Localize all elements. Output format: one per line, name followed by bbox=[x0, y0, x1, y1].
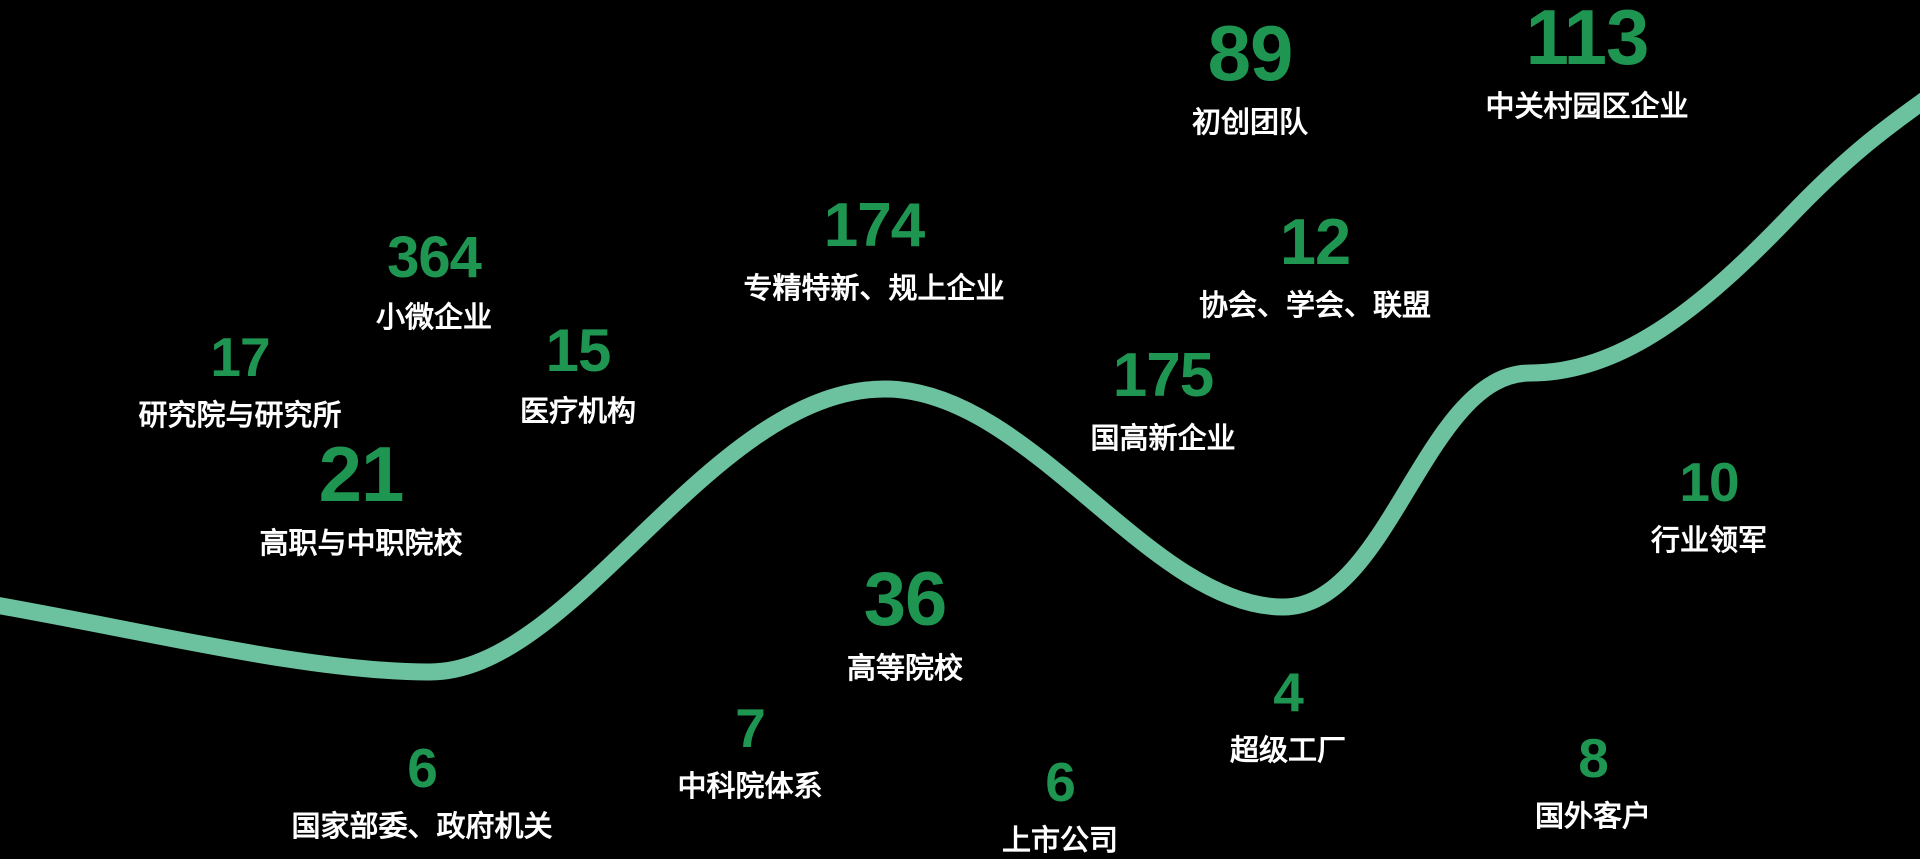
stat-cas-system: 7 中科院体系 bbox=[677, 697, 823, 805]
stat-overseas-clients: 8 国外客户 bbox=[1534, 727, 1652, 835]
stat-value: 21 bbox=[318, 430, 405, 518]
stat-label: 超级工厂 bbox=[1229, 735, 1347, 768]
stat-associations-societies-alliances: 12 协会、学会、联盟 bbox=[1198, 205, 1432, 324]
stat-industry-leaders: 10 行业领军 bbox=[1650, 451, 1768, 559]
stat-value: 6 bbox=[407, 737, 438, 799]
stat-micro-small-enterprises: 364 小微企业 bbox=[375, 225, 493, 336]
stat-label: 国高新企业 bbox=[1090, 422, 1236, 455]
stat-label: 高职与中职院校 bbox=[259, 528, 463, 561]
stat-value: 175 bbox=[1112, 341, 1214, 410]
stat-label: 初创团队 bbox=[1191, 107, 1309, 140]
stat-value: 4 bbox=[1273, 661, 1304, 723]
stat-national-high-tech-enterprises: 175 国高新企业 bbox=[1090, 341, 1236, 457]
stat-value: 10 bbox=[1679, 451, 1739, 513]
stat-label: 小微企业 bbox=[375, 302, 493, 335]
stat-listed-companies: 6 上市公司 bbox=[1001, 751, 1119, 859]
stat-label: 协会、学会、联盟 bbox=[1198, 289, 1432, 322]
stat-srdi-above-scale-enterprises: 174 专精特新、规上企业 bbox=[743, 191, 1005, 307]
stat-label: 上市公司 bbox=[1001, 825, 1119, 858]
stat-label: 专精特新、规上企业 bbox=[743, 272, 1005, 305]
trend-curve-line bbox=[0, 92, 1920, 681]
stat-value: 89 bbox=[1207, 9, 1294, 97]
stat-value: 36 bbox=[863, 557, 948, 642]
stat-value: 113 bbox=[1525, 0, 1650, 81]
stat-value: 8 bbox=[1578, 727, 1609, 789]
stat-value: 17 bbox=[210, 326, 270, 388]
stat-label: 中科院体系 bbox=[677, 771, 823, 804]
stat-label: 医疗机构 bbox=[519, 396, 637, 428]
stat-startup-teams: 89 初创团队 bbox=[1191, 9, 1309, 141]
stat-label: 研究院与研究所 bbox=[138, 400, 342, 433]
stat-label: 国外客户 bbox=[1534, 801, 1652, 834]
stat-medical-institutions: 15 医疗机构 bbox=[519, 317, 637, 430]
stat-value: 7 bbox=[735, 697, 766, 759]
stat-value: 6 bbox=[1045, 751, 1076, 813]
stat-value: 364 bbox=[387, 225, 482, 290]
stat-value: 15 bbox=[545, 317, 612, 384]
stat-label: 中关村园区企业 bbox=[1485, 91, 1689, 124]
stat-label: 高等院校 bbox=[846, 653, 964, 686]
stat-research-institutes: 17 研究院与研究所 bbox=[138, 326, 342, 434]
stat-higher-education-institutions: 36 高等院校 bbox=[846, 557, 964, 687]
stat-zhongguancun-park-enterprises: 113 中关村园区企业 bbox=[1485, 0, 1688, 125]
stat-label: 国家部委、政府机关 bbox=[291, 811, 553, 844]
stat-label: 行业领军 bbox=[1650, 525, 1768, 558]
stat-vocational-colleges: 21 高职与中职院校 bbox=[259, 430, 463, 562]
stat-value: 174 bbox=[823, 191, 925, 260]
stat-value: 12 bbox=[1279, 205, 1351, 278]
stat-super-factories: 4 超级工厂 bbox=[1229, 661, 1347, 769]
stat-government-ministries-agencies: 6 国家部委、政府机关 bbox=[291, 737, 553, 845]
